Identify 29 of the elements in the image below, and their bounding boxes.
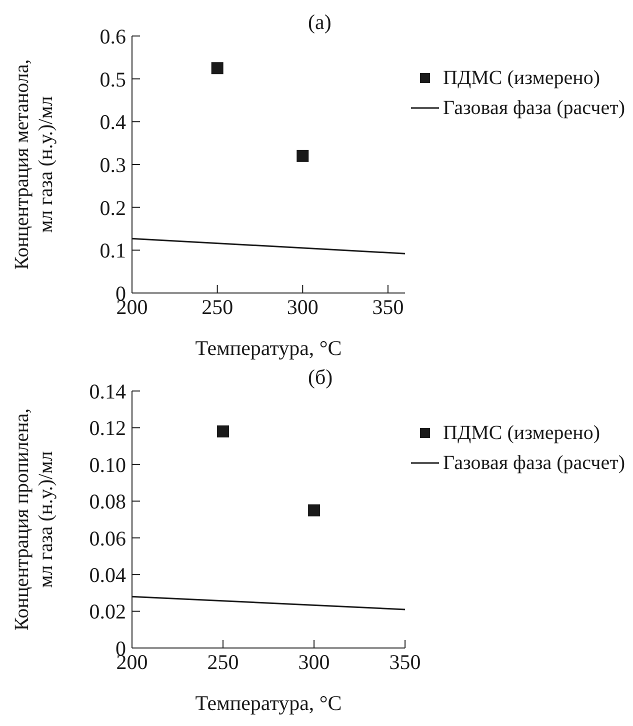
x-tick-label: 350	[372, 294, 404, 319]
x-tick-label: 250	[202, 294, 234, 319]
legend-label: Газовая фаза (расчет)	[443, 451, 625, 476]
y-tick-label: 0.14	[89, 379, 126, 404]
x-axis-title: Температура, °C	[195, 691, 342, 715]
x-tick-label: 350	[389, 650, 421, 674]
y-tick-label: 0.1	[100, 238, 126, 263]
y-tick-label: 0.12	[89, 416, 126, 440]
chart-title: (а)	[308, 10, 332, 35]
y-tick-label: 0.10	[89, 452, 126, 477]
y-tick-label: 0.02	[89, 600, 126, 624]
x-tick-label: 300	[286, 294, 318, 319]
y-tick-label: 0.3	[100, 152, 126, 177]
legend-label: Газовая фаза (расчет)	[443, 96, 625, 121]
y-tick-label: 0.5	[100, 67, 126, 92]
y-axis-title: Концентрация метанола, мл газа (н.у.)/мл	[11, 59, 57, 270]
chart-title: (б)	[308, 365, 333, 390]
legend-label: ПДМС (измерено)	[443, 421, 600, 446]
y-tick-label: 0.2	[100, 196, 126, 220]
x-tick-label: 250	[207, 650, 239, 674]
y-axis-title: Концентрация пропилена, мл газа (н.у.)/мл	[11, 408, 57, 631]
y-tick-label: 0.4	[100, 110, 126, 134]
y-tick-label: 0.04	[89, 563, 126, 588]
y-tick-label: 0.6	[100, 24, 126, 48]
x-axis-title: Температура, °C	[195, 336, 342, 360]
x-tick-label: 300	[298, 650, 330, 674]
legend-label: ПДМС (измерено)	[443, 66, 600, 91]
y-tick-label: 0.08	[89, 490, 126, 514]
y-tick-label: 0.06	[89, 526, 126, 550]
